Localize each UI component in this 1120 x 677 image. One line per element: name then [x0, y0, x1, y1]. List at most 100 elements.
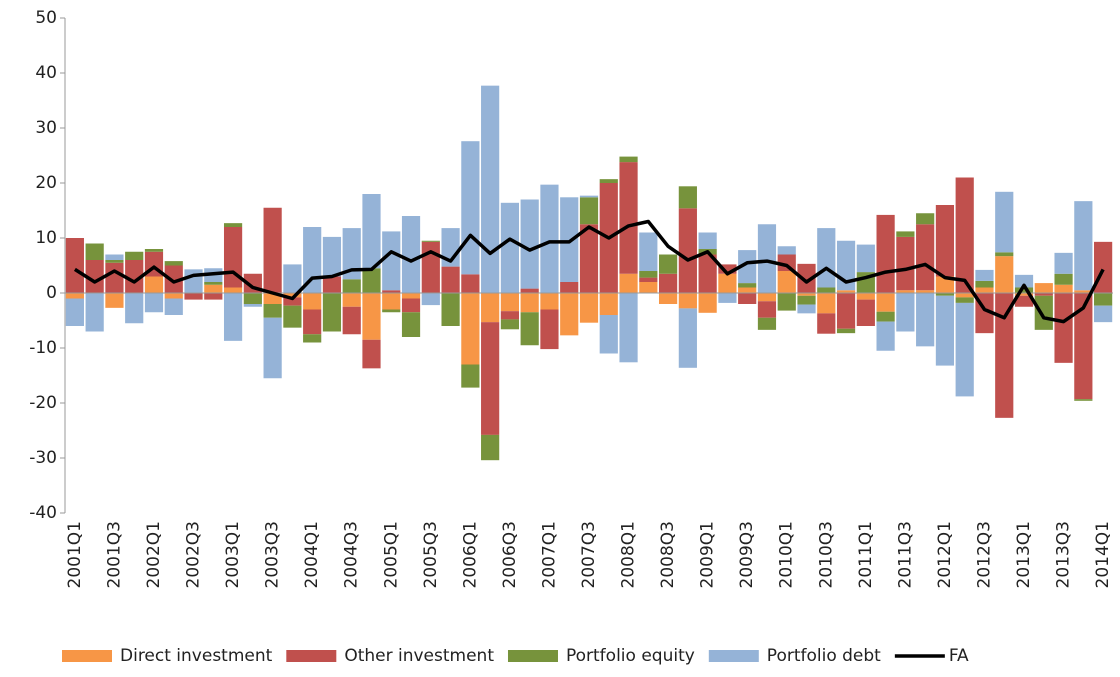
bar-segment — [65, 293, 84, 299]
legend-swatch — [62, 650, 112, 662]
x-tick-label: 2009Q3 — [737, 521, 757, 588]
x-tick-label: 2002Q1 — [144, 521, 164, 588]
bar-segment — [382, 309, 401, 313]
bar-segment — [362, 268, 381, 293]
bar-segment — [639, 271, 658, 278]
bar-segment — [1054, 284, 1073, 293]
bar-segment — [1054, 293, 1073, 363]
bar-segment — [1074, 399, 1093, 401]
bar-segment — [995, 256, 1014, 293]
bar-segment — [876, 293, 895, 312]
bar-segment — [975, 280, 994, 288]
bar-segment — [560, 282, 579, 293]
bar-segment — [935, 293, 955, 296]
bar-segment — [65, 238, 84, 293]
y-tick-label: 10 — [35, 228, 57, 248]
bar-segment — [500, 311, 520, 320]
bar-segment — [500, 319, 520, 330]
x-tick-label: 2006Q1 — [460, 521, 480, 588]
bar-segment — [421, 240, 440, 242]
y-tick-label: 0 — [46, 283, 57, 303]
bar-segment — [303, 334, 322, 343]
bar-segment — [283, 264, 302, 293]
bar-segment — [1014, 295, 1034, 307]
bar-segment — [322, 236, 342, 277]
bar-segment — [935, 276, 955, 293]
bar-segment — [164, 265, 183, 293]
bar-segment — [817, 293, 836, 314]
bar-segment — [698, 254, 717, 293]
bar-segment — [204, 293, 223, 300]
bar-segment — [916, 224, 935, 291]
x-tick-label: 2008Q1 — [619, 521, 639, 588]
bar-segment — [619, 293, 638, 363]
bar-segment — [401, 312, 421, 337]
x-tick-label: 2003Q3 — [263, 521, 283, 588]
x-tick-label: 2001Q3 — [104, 521, 124, 588]
bar-segment — [975, 269, 994, 281]
bar-segment — [401, 216, 421, 293]
bar-segment — [639, 282, 658, 293]
bar-segment — [500, 293, 520, 312]
bar-segment — [184, 293, 203, 300]
bar-segment — [916, 213, 935, 225]
bar-segment — [955, 293, 974, 298]
bar-segment — [975, 287, 994, 293]
bar-segment — [382, 293, 401, 310]
bar-segment — [322, 276, 342, 293]
bar-segment — [283, 305, 302, 328]
legend-label: Other investment — [344, 646, 494, 666]
x-tick-label: 2005Q3 — [421, 521, 441, 588]
bar-segment — [836, 293, 856, 329]
bar-segment — [481, 434, 500, 461]
bar-segment — [342, 228, 361, 280]
y-tick-label: -30 — [29, 448, 57, 468]
x-tick-label: 2004Q3 — [342, 521, 362, 588]
bar-segment — [560, 197, 579, 282]
bar-segment — [540, 184, 559, 293]
bar-segment — [757, 293, 777, 302]
bar-segment — [777, 254, 796, 271]
bar-segment — [520, 288, 539, 293]
x-tick-label: 2006Q3 — [500, 521, 520, 588]
bar-segment — [876, 321, 895, 351]
bar-segment — [461, 364, 480, 388]
bar-segment — [678, 308, 697, 368]
bar-segment — [738, 293, 757, 304]
x-tick-label: 2014Q1 — [1093, 521, 1113, 588]
bar-segment — [639, 232, 658, 271]
bar-segment — [382, 231, 401, 291]
bar-segment — [322, 293, 342, 332]
bar-segment — [540, 309, 559, 350]
y-tick-label: 50 — [35, 8, 57, 28]
legend-swatch — [286, 650, 337, 662]
bar-segment — [678, 208, 697, 293]
bar-segment — [481, 322, 500, 435]
bar-segment — [540, 293, 559, 310]
bar-segment — [283, 297, 302, 306]
bar-segment — [461, 274, 480, 293]
bar-segment — [164, 298, 183, 315]
bar-segment — [619, 156, 638, 163]
bar-segment — [797, 263, 816, 293]
x-tick-label: 2008Q3 — [658, 521, 678, 588]
bar-segment — [1074, 201, 1093, 291]
bar-segment — [362, 293, 381, 340]
bar-segment — [678, 186, 697, 209]
bar-segment — [342, 279, 361, 293]
bar-segment — [184, 269, 203, 293]
bar-segment — [85, 293, 104, 332]
x-tick-label: 2003Q1 — [223, 521, 243, 588]
bar-segment — [599, 179, 618, 183]
bar-segment — [303, 293, 322, 310]
bar-segment — [817, 313, 836, 334]
fa-line — [73, 219, 1105, 324]
bar-segment — [658, 254, 678, 274]
bar-segment — [579, 224, 599, 293]
bar-segment — [955, 177, 974, 293]
bar-segment — [263, 293, 282, 304]
bar-segment — [817, 287, 836, 293]
bar-segment — [263, 304, 282, 318]
bar-segment — [1094, 293, 1113, 306]
bar-segment — [520, 199, 539, 289]
